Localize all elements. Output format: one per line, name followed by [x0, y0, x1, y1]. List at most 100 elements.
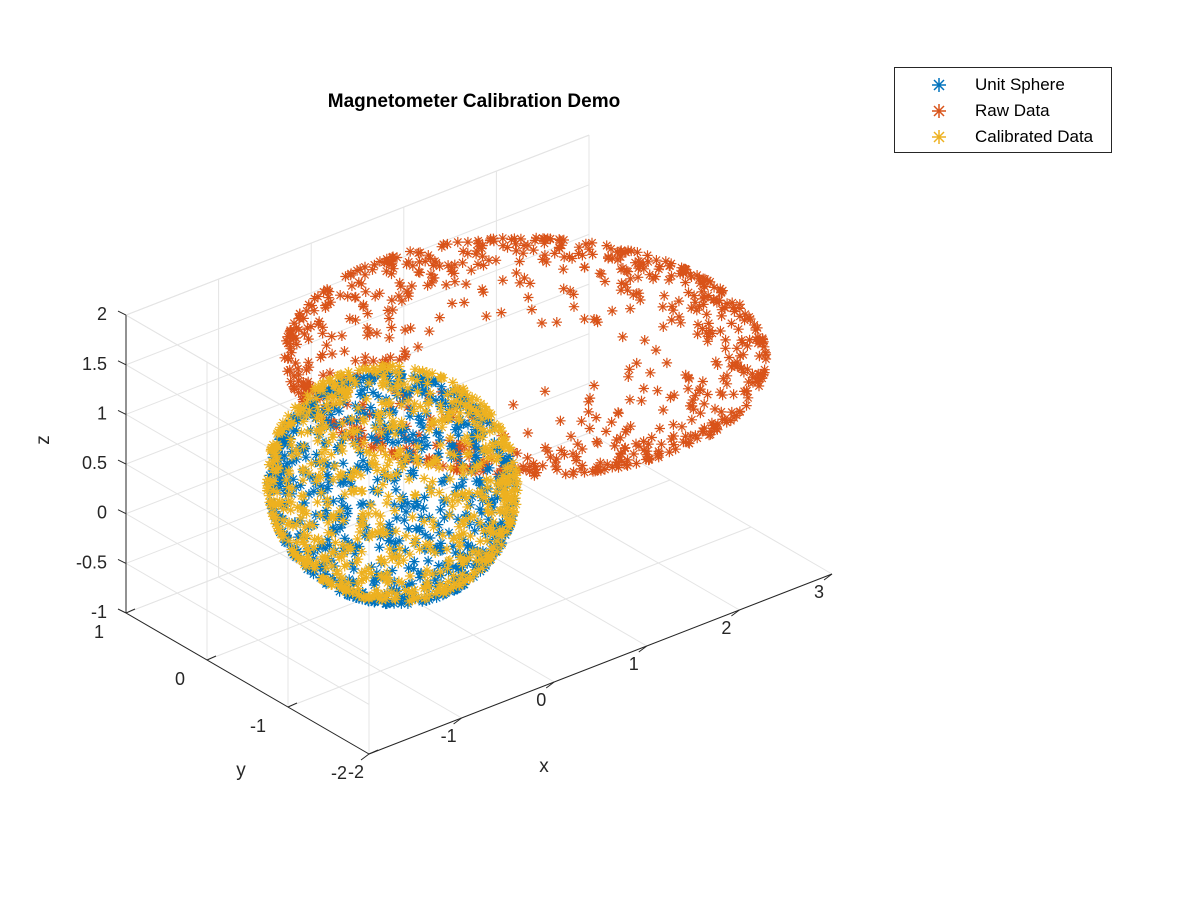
data-point: [716, 310, 727, 322]
data-point: [583, 244, 595, 255]
data-point: [448, 581, 459, 593]
data-point: [734, 406, 745, 418]
data-point: [542, 233, 553, 244]
data-point: [458, 469, 469, 480]
data-point: [416, 383, 427, 395]
data-point: [376, 594, 388, 605]
data-point: [497, 275, 508, 286]
data-point: [433, 462, 445, 473]
data-point: [399, 324, 411, 336]
data-point: [753, 380, 765, 392]
data-point: [282, 485, 293, 496]
data-point: [349, 588, 360, 600]
data-point: [435, 538, 447, 549]
data-point: [354, 526, 366, 538]
data-point: [399, 433, 410, 444]
data-point: [471, 460, 482, 472]
data-point: [623, 371, 634, 382]
data-point: [312, 291, 324, 302]
data-point: [372, 474, 383, 485]
data-point: [280, 488, 291, 500]
data-point: [710, 356, 721, 367]
data-point: [278, 503, 289, 515]
data-point: [522, 427, 534, 439]
data-point: [338, 548, 350, 559]
data-point: [397, 396, 408, 407]
data-point: [341, 428, 352, 439]
data-point: [430, 395, 442, 406]
data-point: [372, 485, 383, 496]
data-point: [430, 574, 441, 586]
grid-line: [125, 562, 370, 705]
data-point: [389, 593, 400, 604]
data-point: [466, 403, 477, 414]
data-point: [290, 444, 302, 456]
data-point: [406, 280, 417, 292]
data-point: [421, 367, 432, 378]
x-tick: [638, 645, 648, 653]
data-point: [549, 248, 560, 259]
data-point: [394, 354, 405, 366]
data-point: [297, 464, 308, 475]
data-point: [403, 579, 415, 590]
data-point: [738, 349, 749, 360]
data-point: [709, 423, 720, 434]
data-point: [339, 561, 350, 572]
data-point: [656, 439, 667, 450]
data-point: [347, 472, 358, 483]
data-point: [368, 363, 380, 374]
data-point: [422, 397, 434, 408]
data-point: [356, 546, 367, 557]
data-point: [477, 432, 488, 443]
data-point: [587, 466, 599, 477]
data-point: [408, 406, 419, 417]
data-point: [363, 377, 375, 389]
data-point: [434, 312, 445, 323]
data-point: [635, 294, 646, 306]
data-point: [412, 386, 423, 397]
data-point: [304, 400, 316, 411]
y-tick-label: -1: [250, 716, 266, 736]
data-point: [403, 395, 414, 407]
data-point: [272, 521, 283, 532]
data-point: [391, 450, 402, 461]
data-point: [537, 254, 548, 265]
data-point: [433, 427, 444, 439]
data-point: [327, 474, 339, 485]
data-point: [670, 444, 681, 455]
data-point: [540, 234, 551, 246]
data-point: [683, 372, 694, 383]
data-point: [425, 388, 436, 399]
data-point: [355, 447, 366, 458]
data-point: [284, 468, 295, 479]
data-point: [321, 415, 332, 426]
data-point: [402, 498, 413, 509]
data-point: [295, 528, 306, 540]
data-point: [326, 449, 337, 460]
data-point: [466, 429, 477, 441]
data-point: [633, 262, 644, 274]
data-point: [406, 373, 418, 384]
data-point: [293, 369, 305, 380]
data-point: [359, 261, 371, 273]
data-point: [529, 235, 541, 246]
data-point: [301, 364, 312, 376]
data-point: [471, 476, 482, 487]
data-point: [437, 415, 449, 427]
data-point: [584, 423, 595, 434]
data-point: [616, 278, 627, 289]
data-point: [461, 402, 472, 413]
data-point: [452, 563, 464, 574]
data-point: [313, 381, 324, 392]
data-point: [359, 408, 371, 420]
data-point: [380, 449, 391, 460]
data-point: [423, 250, 434, 261]
data-point: [487, 501, 498, 513]
data-point: [370, 291, 381, 302]
data-point: [496, 539, 507, 550]
data-point: [403, 434, 415, 446]
data-point: [612, 246, 623, 258]
data-point: [438, 585, 449, 597]
data-point: [515, 233, 527, 245]
data-point: [413, 411, 424, 422]
